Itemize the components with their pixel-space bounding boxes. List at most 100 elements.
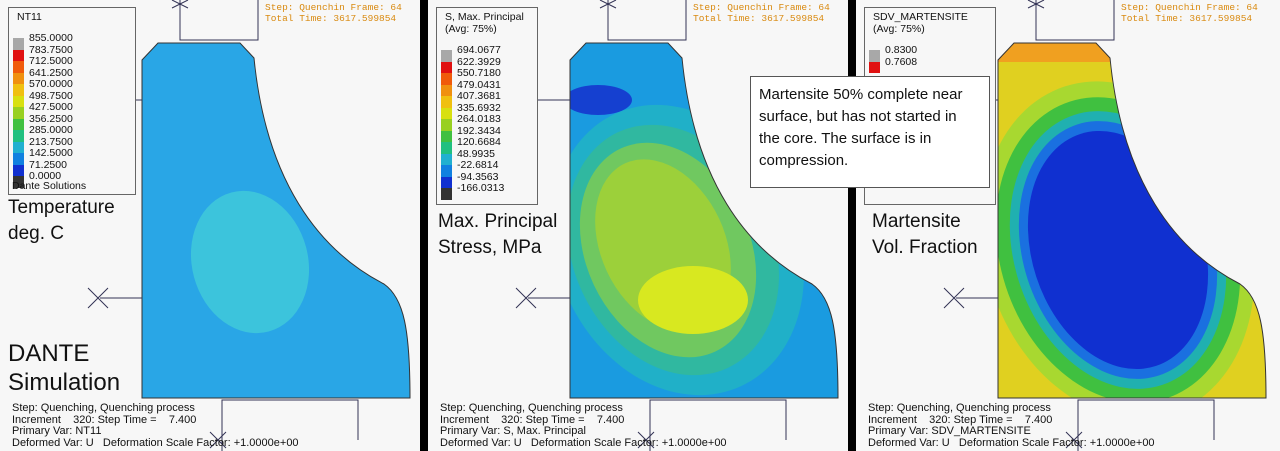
caption: Stress, MPa	[438, 237, 542, 258]
fixture	[1027, 0, 1045, 9]
info-text: Increment 320: Step Time = 7.400	[12, 413, 197, 426]
fixture	[515, 287, 537, 309]
legend-label: 622.3929	[457, 55, 501, 68]
legend-swatch	[13, 118, 24, 130]
legend-label: 48.9935	[457, 147, 495, 160]
legend-swatch	[441, 130, 452, 142]
viewport-panel: S, Max. Principal (Avg: 75%) 694.0677 622.3…	[428, 0, 848, 451]
fixture	[599, 0, 617, 9]
legend-swatch	[13, 107, 24, 119]
model-view	[515, 0, 839, 451]
info-text: Increment 320: Step Time = 7.400	[868, 413, 1053, 426]
fixture	[1077, 399, 1215, 451]
legend-label: 142.5000	[29, 147, 73, 159]
part-outline	[569, 42, 839, 399]
legend-swatch	[13, 141, 24, 153]
legend-title: NT11	[17, 11, 42, 23]
caption: Temperature	[8, 197, 115, 218]
legend: NT11 855.0000 783.7500 712.5000 641.2500 570.…	[8, 7, 136, 195]
legend-swatch	[13, 95, 24, 107]
caption: deg. C	[8, 223, 64, 244]
info-text: Increment 320: Step Time = 7.400	[440, 413, 625, 426]
legend-swatch	[13, 38, 24, 50]
legend-swatch	[441, 119, 452, 131]
fixture	[171, 0, 189, 9]
fixture	[87, 287, 109, 309]
legend-label: 356.2500	[29, 112, 73, 125]
caption: Max. Principal	[438, 211, 558, 232]
legend-swatch	[13, 72, 24, 84]
legend-swatch	[441, 84, 452, 96]
viewport-panel: SDV_MARTENSITE (Avg: 75%) 0.8300 0.7608 Mart…	[856, 0, 1280, 451]
part-group	[569, 42, 839, 399]
legend-swatch	[13, 153, 24, 165]
legend-label: 264.0183	[457, 113, 501, 125]
caption: Vol. Fraction	[872, 237, 978, 258]
legend-swatch	[13, 61, 24, 73]
fixture	[1035, 0, 1115, 41]
legend-label: 0.0000	[29, 170, 62, 182]
legend-swatch	[441, 176, 452, 188]
fixture	[209, 431, 227, 449]
part-outline	[997, 42, 1267, 399]
info-text: Deformed Var: U Deformation Scale Factor…	[868, 436, 1155, 449]
status-text: Step: Quenchin Frame: 64	[693, 2, 830, 13]
legend-swatch	[869, 50, 880, 62]
legend-label: 120.6684	[457, 136, 501, 148]
legend-label: -166.0313	[457, 182, 505, 194]
contour	[570, 85, 632, 115]
legend-title: SDV_MARTENSITE	[873, 11, 968, 23]
fixture	[221, 399, 359, 451]
model-view	[943, 0, 1267, 451]
info-text: Step: Quenching, Quenching process	[868, 402, 1051, 414]
legend-swatch	[13, 176, 24, 188]
status-text: Total Time: 3617.599854	[693, 13, 825, 24]
fixture	[637, 431, 655, 449]
legend-swatch	[441, 165, 452, 177]
fixtures	[515, 0, 787, 451]
info-text: Step: Quenching, Quenching process	[12, 402, 195, 414]
info-text: Primary Var: S, Max. Principal	[440, 425, 586, 437]
fixtures	[87, 0, 359, 451]
status-text: Step: Quenchin Frame: 64	[265, 2, 402, 13]
info-text: Deformed Var: U Deformation Scale Factor…	[440, 436, 727, 449]
info-text: Deformed Var: U Deformation Scale Factor…	[12, 436, 299, 449]
legend-swatch	[441, 61, 452, 73]
legend-label: 335.6932	[457, 101, 501, 114]
legend-swatch	[13, 164, 24, 176]
legend-label: 213.7500	[29, 135, 73, 148]
legend-label: 407.3681	[457, 90, 501, 102]
legend-label: 0.7608	[885, 55, 918, 68]
info-text: Primary Var: SDV_MARTENSITE	[868, 425, 1031, 437]
legend-swatch	[441, 73, 452, 85]
contour	[638, 266, 748, 334]
caption: Martensite	[872, 211, 961, 232]
legend-label: 479.0431	[457, 78, 501, 91]
legend-footer: Dante Solutions	[12, 180, 87, 192]
legend-label: 0.8300	[885, 44, 918, 56]
callout: Martensite 50% complete near surface, bu…	[750, 76, 990, 188]
contour	[998, 43, 1126, 62]
contour	[190, 190, 310, 334]
legend-label: -22.6814	[457, 159, 499, 171]
info-text: Primary Var: NT11	[12, 425, 102, 437]
part-group	[141, 42, 411, 399]
viewport-panel: NT11 855.0000 783.7500 712.5000 641.2500 570.…	[0, 0, 420, 451]
legend-swatch	[869, 61, 880, 73]
status-text: Total Time: 3617.599854	[265, 13, 397, 24]
legend-swatch	[441, 96, 452, 108]
headline: DANTE	[8, 340, 90, 367]
status-text: Total Time: 3617.599854	[1121, 13, 1253, 24]
legend-label: 427.5000	[29, 101, 73, 113]
legend-label: 855.0000	[29, 32, 73, 44]
legend-label: 712.5000	[29, 55, 73, 67]
model-view	[87, 0, 411, 451]
fixture	[649, 399, 787, 451]
legend-swatch	[441, 142, 452, 154]
legend-swatch	[441, 188, 452, 200]
legend-label: 71.2500	[29, 158, 67, 171]
legend-label: 285.0000	[29, 124, 73, 136]
legend-swatch	[441, 153, 452, 165]
legend-title: S, Max. Principal	[445, 11, 524, 23]
fixture	[607, 0, 687, 41]
